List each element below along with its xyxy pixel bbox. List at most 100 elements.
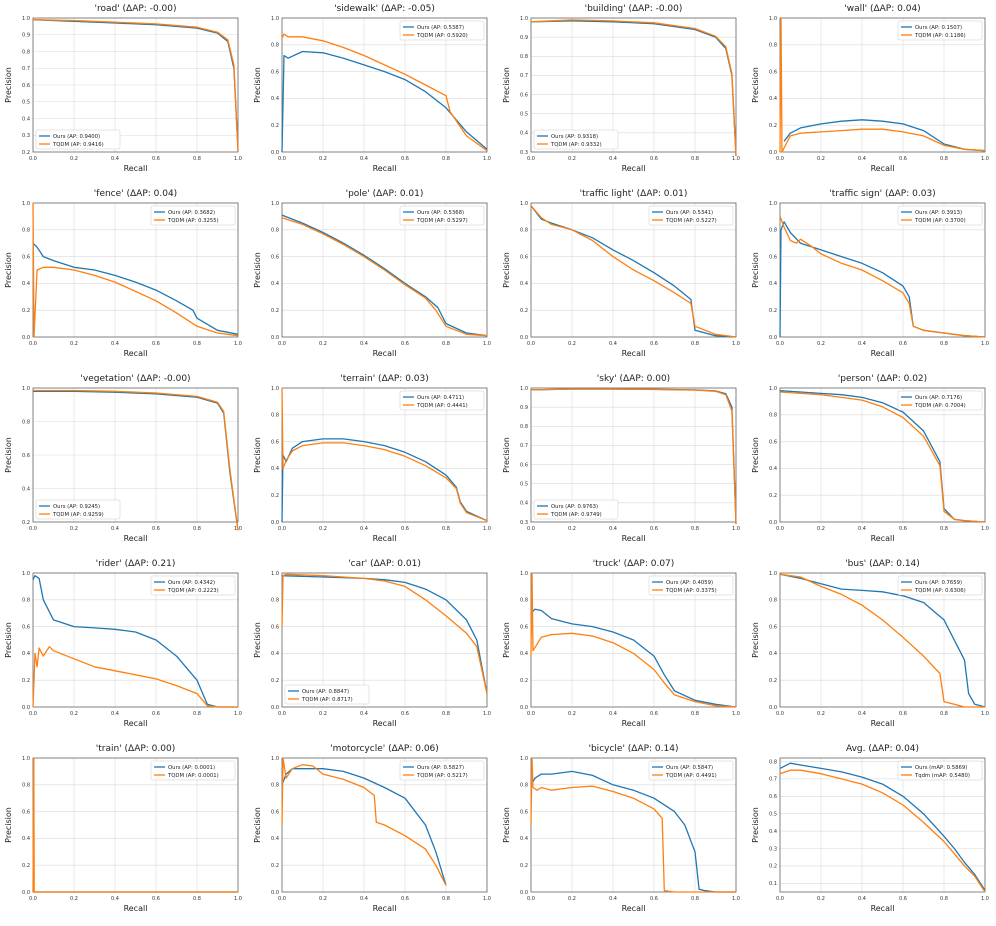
x-tick-label: 0.4 (111, 896, 119, 902)
chart-title: 'traffic sign' (ΔAP: 0.03) (829, 189, 935, 199)
x-tick-label: 1.0 (732, 526, 740, 532)
y-axis-label: Precision (751, 807, 760, 843)
x-tick-label: 1.0 (981, 711, 989, 717)
series-line (530, 19, 737, 156)
x-tick-label: 0.0 (776, 896, 784, 902)
x-tick-label: 0.4 (360, 526, 368, 532)
x-tick-label: 0.0 (527, 711, 535, 717)
x-tick-label: 0.2 (817, 896, 825, 902)
legend-entry: Ours (AP: 0.1507) (915, 25, 962, 31)
legend-box (150, 205, 236, 226)
x-tick-label: 0.6 (650, 526, 658, 532)
y-tick-label: 1.0 (520, 201, 528, 207)
x-tick-label: 0.0 (776, 156, 784, 162)
legend-entry: Ours (AP: 0.9245) (53, 504, 100, 510)
legend: Ours (AP: 0.3682) TQDM (AP: 0.3255) (150, 205, 236, 226)
x-axis-label: Recall (124, 164, 148, 173)
x-tick-label: 1.0 (483, 341, 491, 347)
y-tick-label: 0.8 (520, 228, 528, 234)
y-tick-label: 0.6 (769, 439, 777, 445)
chart-svg: 'pole' (ΔAP: 0.01) 0.0 0.2 0.4 0.6 0.8 1.0 0.0 0… (253, 189, 491, 358)
chart-svg: 'motorcycle' (ΔAP: 0.06) 0.0 0.2 0.4 0.6 0.8 1… (253, 744, 491, 913)
plot-frame (779, 572, 986, 708)
y-tick-label: 0.8 (22, 419, 30, 425)
x-tick-label: 1.0 (234, 341, 242, 347)
y-tick-label: 1.0 (520, 16, 528, 22)
legend-entry: Ours (mAP: 0.5869) (915, 765, 967, 771)
legend-box (399, 20, 485, 41)
x-tick-label: 0.2 (319, 341, 327, 347)
legend: Ours (AP: 0.9763) TQDM (AP: 0.9749) (533, 499, 619, 520)
x-tick-label: 0.8 (193, 896, 201, 902)
chart-title: Avg. (ΔAP: 0.04) (846, 744, 919, 754)
x-tick-label: 0.6 (650, 896, 658, 902)
x-tick-label: 0.2 (70, 896, 78, 902)
x-tick-label: 0.2 (817, 156, 825, 162)
y-tick-label: 0.3 (22, 133, 30, 139)
x-tick-label: 0.0 (776, 711, 784, 717)
y-tick-label: 1.0 (271, 571, 279, 577)
y-tick-label: 0.8 (520, 598, 528, 604)
x-tick-label: 0.0 (527, 526, 535, 532)
chart-title: 'train' (ΔAP: 0.00) (96, 744, 175, 754)
x-tick-label: 1.0 (732, 711, 740, 717)
y-axis-label: Precision (502, 437, 511, 473)
series-line (32, 202, 239, 338)
y-tick-label: 0.3 (520, 150, 528, 156)
legend-entry: TQDM (AP: 0.9749) (550, 512, 602, 518)
x-tick-label: 0.8 (691, 896, 699, 902)
y-tick-label: 0.8 (22, 228, 30, 234)
legend-box (648, 575, 734, 596)
y-tick-label: 0.4 (520, 281, 528, 287)
series-line (779, 769, 986, 893)
y-tick-label: 0.8 (769, 228, 777, 234)
chart-panel: Avg. (ΔAP: 0.04) 0.0 0.2 0.4 0.6 0.8 1.0 0.1 0.2… (747, 740, 996, 925)
x-axis-label: Recall (373, 904, 397, 913)
chart-panel: 'pole' (ΔAP: 0.01) 0.0 0.2 0.4 0.6 0.8 1.0 0.0 0… (249, 185, 498, 370)
x-tick-label: 0.6 (401, 711, 409, 717)
chart-svg: 'sidewalk' (ΔAP: -0.05) 0.0 0.2 0.4 0.6 0.8 1.… (253, 4, 491, 173)
y-tick-label: 0.6 (22, 83, 30, 89)
y-tick-label: 0.6 (769, 254, 777, 260)
series-line (783, 119, 986, 152)
legend-entry: Ours (AP: 0.3682) (168, 210, 215, 216)
y-axis-label: Precision (4, 807, 13, 843)
x-tick-label: 0.6 (899, 341, 907, 347)
legend-box (399, 390, 485, 411)
y-tick-label: 0.0 (769, 705, 777, 711)
legend-entry: TQDM (AP: 0.9259) (52, 512, 104, 518)
y-tick-label: 0.6 (769, 624, 777, 630)
y-tick-label: 0.0 (520, 890, 528, 896)
x-axis-label: Recall (871, 719, 895, 728)
x-tick-label: 0.8 (193, 156, 201, 162)
chart-svg: 'car' (ΔAP: 0.01) 0.0 0.2 0.4 0.6 0.8 1.0 0.0 0.… (253, 559, 491, 728)
chart-panel: 'vegetation' (ΔAP: -0.00) 0.0 0.2 0.4 0.6 0.8… (0, 370, 249, 555)
y-tick-label: 0.6 (271, 254, 279, 260)
y-tick-label: 0.4 (271, 466, 279, 472)
chart-title: 'sky' (ΔAP: 0.00) (597, 374, 670, 384)
y-tick-label: 0.0 (271, 705, 279, 711)
x-tick-label: 1.0 (483, 896, 491, 902)
y-tick-label: 0.4 (769, 466, 777, 472)
y-tick-label: 0.6 (271, 809, 279, 815)
y-tick-label: 0.4 (769, 281, 777, 287)
x-tick-label: 0.6 (152, 711, 160, 717)
x-axis-label: Recall (622, 534, 646, 543)
legend-entry: Ours (AP: 0.5341) (666, 210, 713, 216)
x-tick-label: 0.8 (442, 526, 450, 532)
chart-panel: 'fence' (ΔAP: 0.04) 0.0 0.2 0.4 0.6 0.8 1.0 0.0… (0, 185, 249, 370)
y-tick-label: 1.0 (22, 201, 30, 207)
plot-frame (530, 17, 737, 153)
chart-panel: 'bus' (ΔAP: 0.14) 0.0 0.2 0.4 0.6 0.8 1.0 0.0 0.… (747, 555, 996, 740)
plot-frame (32, 572, 239, 708)
y-tick-label: 1.0 (769, 201, 777, 207)
x-tick-label: 0.6 (899, 711, 907, 717)
chart-title: 'terrain' (ΔAP: 0.03) (340, 374, 429, 384)
legend-entry: TQDM (AP: 0.5297) (416, 218, 468, 224)
y-tick-label: 0.8 (22, 49, 30, 55)
series-line (281, 217, 488, 337)
y-tick-label: 0.8 (769, 759, 777, 765)
x-tick-label: 1.0 (981, 156, 989, 162)
chart-panel: 'terrain' (ΔAP: 0.03) 0.0 0.2 0.4 0.6 0.8 1.0 0… (249, 370, 498, 555)
y-tick-label: 0.2 (769, 308, 777, 314)
